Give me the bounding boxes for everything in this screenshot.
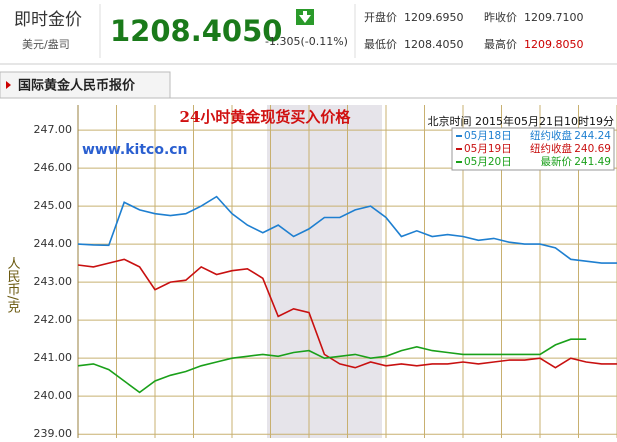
y-tick-label: 242.00 [34, 313, 73, 326]
down-arrow [299, 11, 311, 23]
legend-name: 05月20日 [464, 156, 512, 168]
tab-title: 国际黄金人民币报价 [18, 78, 136, 94]
stat-label: 最高价 [484, 37, 517, 51]
watermark: www.kitco.cn [82, 142, 188, 158]
series-line [77, 258, 617, 369]
stat-label: 开盘价 [364, 10, 397, 24]
y-tick-label: 244.00 [34, 237, 73, 250]
y-tick-label: 241.00 [34, 351, 73, 364]
series-line [77, 195, 617, 264]
y-tick-label: 247.00 [34, 123, 73, 136]
stat-label: 最低价 [364, 38, 397, 51]
y-tick-label: 245.00 [34, 199, 73, 212]
legend-box [451, 127, 615, 171]
chart-title: 24小时黄金现货买入价格 [180, 108, 352, 126]
legend-name: 05月18日 [464, 130, 512, 142]
legend-status: 最新价 [541, 155, 573, 168]
legend-status: 纽约收盘 [530, 129, 572, 142]
series-line [77, 338, 587, 394]
legend-value: 241.49 [574, 156, 611, 168]
legend-value: 244.24 [574, 130, 611, 142]
tab [0, 71, 171, 99]
header-label: 即时金价 [14, 10, 82, 30]
header-unit: 美元/盎司 [22, 37, 70, 51]
stat-label: 昨收价 [484, 10, 517, 24]
legend-status: 纽约收盘 [530, 142, 572, 155]
y-tick-label: 240.00 [34, 389, 73, 402]
change: -1.305(-0.11%) [265, 35, 348, 48]
chart-subtitle: 北京时间 2015年05月21日10时19分 [428, 114, 614, 128]
legend-name: 05月19日 [464, 143, 512, 155]
stat-value: 1209.7100 [524, 11, 584, 24]
stat-value: 1208.4050 [404, 38, 464, 51]
tab-icon [6, 81, 11, 89]
y-axis-label: 人民币/克 [5, 257, 21, 315]
shaded-band [267, 105, 382, 438]
stat-value: 1209.8050 [524, 38, 584, 51]
legend-value: 240.69 [574, 143, 611, 155]
y-tick-label: 243.00 [34, 275, 73, 288]
y-tick-label: 239.00 [34, 427, 73, 438]
y-tick-label: 246.00 [34, 161, 73, 174]
price: 1208.4050 [110, 14, 282, 48]
stat-value: 1209.6950 [404, 11, 464, 24]
